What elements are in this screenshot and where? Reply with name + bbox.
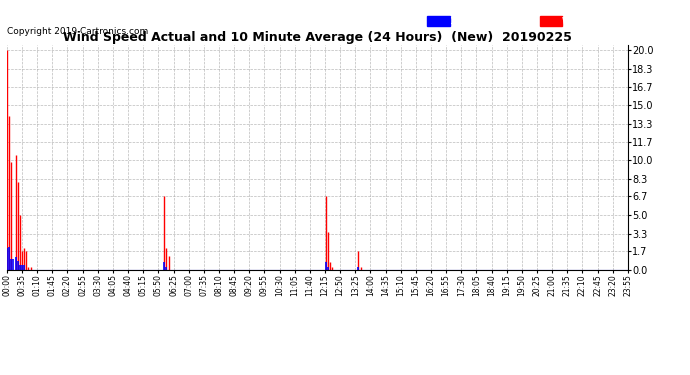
Title: Wind Speed Actual and 10 Minute Average (24 Hours)  (New)  20190225: Wind Speed Actual and 10 Minute Average … <box>63 31 572 44</box>
Text: Copyright 2019 Cartronics.com: Copyright 2019 Cartronics.com <box>7 27 148 36</box>
Legend: 10 Min Avg (mph), Wind (mph): 10 Min Avg (mph), Wind (mph) <box>426 15 623 28</box>
